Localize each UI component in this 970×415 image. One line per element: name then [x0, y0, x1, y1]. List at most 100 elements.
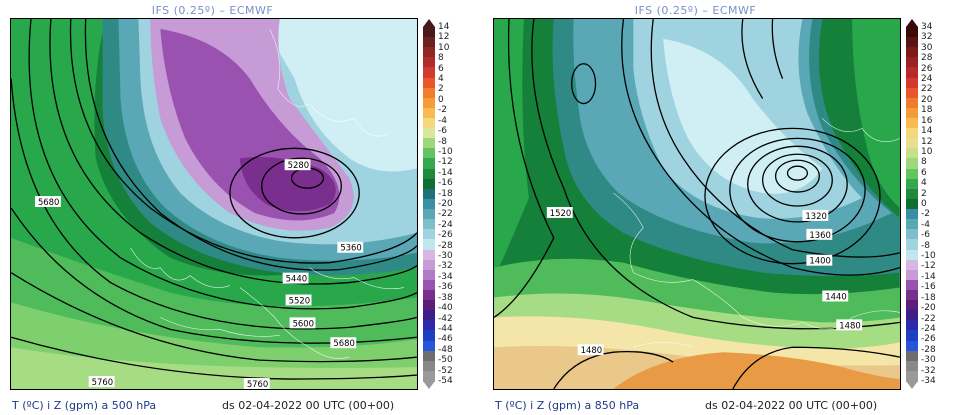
colorbar-tick-label: -8	[921, 240, 930, 251]
map-500hpa: 5280 5360 5440 5520 5600 5680 5680 5760 …	[10, 18, 418, 390]
colorbar-tick-label: 16	[921, 115, 933, 126]
colorbar-tick-label: 30	[921, 42, 933, 53]
colorbar-tick-label: 20	[921, 94, 933, 105]
colorbar-segment	[906, 128, 918, 139]
colorbar-tick-label: -2	[921, 209, 930, 220]
colorbar-segment	[906, 289, 918, 301]
panel-title: IFS (0.25º) – ECMWF	[151, 4, 274, 17]
variable-caption: T (ºC) i Z (gpm) a 500 hPa	[12, 399, 157, 412]
colorbar-tick-label: -20	[438, 199, 453, 209]
colorbar-segment	[423, 178, 435, 190]
colorbar-tick-label: 32	[921, 32, 933, 43]
colorbar-segment	[423, 158, 435, 170]
colorbar-segment	[906, 350, 918, 362]
colorbar-tick-label: -16	[438, 178, 453, 189]
colorbar-segment	[423, 67, 435, 79]
colorbar-segment	[906, 249, 918, 261]
colorbar-tick-label: -52	[438, 365, 453, 376]
colorbar-tick-label: -6	[921, 230, 930, 241]
colorbar-tick-label: -34	[921, 376, 936, 386]
map-850hpa-canvas: 1520 1320 1360 1400 1440 1480 1480	[494, 19, 900, 389]
temperature-band-green-west	[494, 19, 529, 278]
colorbar-segment	[423, 118, 435, 129]
colorbar-tick-label: 8	[921, 157, 927, 168]
colorbar-segment	[423, 310, 435, 321]
colorbar-segment	[423, 320, 435, 332]
colorbar-tick-label: -10	[921, 251, 936, 262]
contour-label-5280: 5280	[288, 160, 309, 170]
colorbar-tick-label: -40	[438, 303, 453, 314]
variable-caption: T (ºC) i Z (gpm) a 850 hPa	[495, 399, 640, 412]
colorbar-tick-label: -12	[438, 157, 453, 168]
colorbar-segment	[906, 118, 918, 129]
colorbar-tick-label: -2	[438, 105, 447, 116]
colorbar-segment	[423, 350, 435, 362]
colorbar-850hpa	[906, 19, 918, 389]
colorbar-tick-label: 4	[438, 74, 444, 85]
colorbar-tick-label: -34	[438, 271, 453, 282]
colorbar-segment	[423, 219, 435, 230]
colorbar-tick-label: -30	[921, 355, 936, 366]
contour-label-1320: 1320	[805, 211, 826, 221]
coastlines-500hpa	[130, 28, 405, 359]
colorbar-tick-label: 12	[438, 32, 450, 43]
colorbar-tick-label: -54	[438, 376, 453, 386]
colorbar-segment	[906, 47, 918, 58]
colorbar-segment	[423, 360, 435, 372]
temperature-band-orange	[613, 352, 900, 389]
colorbar-tick-label: 0	[921, 199, 927, 209]
colorbar-segment	[423, 198, 435, 210]
coastlines-850hpa	[613, 118, 900, 348]
colorbar-tick-label: -14	[921, 271, 936, 282]
colorbar-tick-label: 2	[921, 188, 927, 199]
temperature-band-green-east	[852, 19, 900, 208]
colorbar-tick-label: -8	[438, 136, 447, 147]
colorbar-segment	[906, 37, 918, 48]
colorbar-segment	[906, 360, 918, 372]
colorbar-tick-label: -20	[921, 303, 936, 314]
colorbar-500hpa	[423, 19, 435, 389]
contour-label-5760-west: 5760	[92, 377, 113, 387]
run-date-caption: ds 02-04-2022 00 UTC (00+00)	[222, 399, 395, 412]
contour-label-1440: 1440	[825, 291, 846, 301]
colorbar-segment	[906, 97, 918, 109]
colorbar-tick-label: -10	[438, 146, 453, 157]
colorbar-segment	[423, 289, 435, 301]
colorbar-tick-label: 8	[438, 53, 444, 64]
colorbar-segment	[423, 138, 435, 149]
colorbar-segment	[423, 300, 435, 311]
colorbar-segment	[423, 57, 435, 69]
contour-label-5520: 5520	[289, 295, 310, 305]
colorbar-segment	[423, 330, 435, 342]
colorbar-tick-label: -6	[438, 126, 447, 137]
colorbar-segment	[906, 158, 918, 170]
colorbar-tick-label: 22	[921, 84, 933, 95]
colorbar-segment	[423, 340, 435, 352]
colorbar-tick-label: -32	[921, 365, 936, 376]
colorbar-tick-label: 34	[921, 22, 933, 32]
colorbar-tick-label: 6	[921, 167, 927, 178]
colorbar-tick-label: -38	[438, 292, 453, 303]
colorbar-segment	[423, 148, 435, 160]
contour-label-1360: 1360	[809, 230, 830, 240]
colorbar-tick-label: 14	[438, 22, 450, 32]
contour-label-5760-east: 5760	[247, 379, 268, 389]
colorbar-segment	[906, 209, 918, 220]
cold-core-500hpa	[239, 157, 336, 212]
colorbar-tick-label: -44	[438, 323, 453, 334]
colorbar-tick-label: -42	[438, 313, 453, 324]
colorbar-segment	[423, 259, 435, 271]
colorbar-tick-label: 18	[921, 105, 933, 116]
contour-labels-500hpa: 5280 5360 5440 5520 5600 5680 5680 5760 …	[34, 159, 364, 389]
colorbar-segment	[423, 269, 435, 281]
colorbar-segment	[423, 168, 435, 180]
colorbar-tick-label: 10	[921, 146, 933, 157]
colorbar-tick-label: 26	[921, 63, 933, 74]
colorbar-tick-label: 14	[921, 126, 933, 137]
colorbar-tick-label: -26	[438, 230, 453, 241]
colorbar-tick-label: 24	[921, 74, 933, 85]
contour-label-5600: 5600	[293, 318, 314, 328]
colorbar-segment	[423, 188, 435, 200]
colorbar-tick-label: -18	[921, 292, 936, 303]
colorbar-tick-label: -26	[921, 334, 936, 345]
